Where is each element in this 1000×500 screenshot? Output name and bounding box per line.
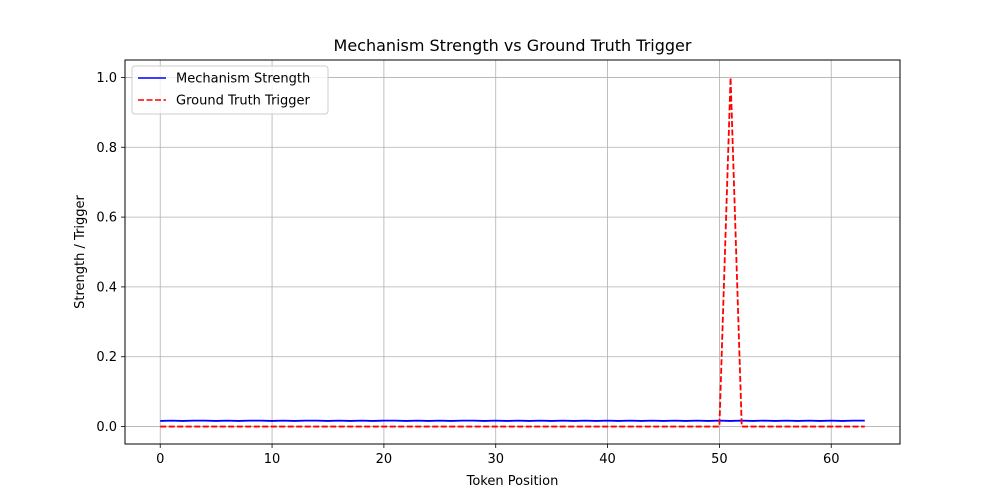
legend-label-ground-truth-trigger: Ground Truth Trigger	[176, 94, 311, 109]
y-tick-label: 0.6	[96, 211, 117, 226]
axis-ticks: 0 10 20 30 40 50 60 0.0 0.2 0.4 0.6 0.8 1.0	[96, 71, 839, 467]
series-lines	[160, 76, 865, 428]
x-tick-label: 20	[376, 452, 393, 467]
y-tick-label: 1.0	[96, 71, 117, 86]
y-tick-label: 0.8	[96, 141, 117, 156]
y-tick-label: 0.2	[96, 350, 117, 365]
legend: Mechanism Strength Ground Truth Trigger	[131, 65, 329, 115]
legend-box	[131, 65, 329, 115]
y-axis-label: Strength / Trigger	[73, 194, 88, 308]
series-line-ground-truth-trigger	[160, 76, 865, 428]
y-tick-label: 0.0	[96, 420, 117, 435]
x-tick-label: 60	[823, 452, 840, 467]
x-tick-label: 0	[156, 452, 164, 467]
plot-frame	[124, 59, 901, 445]
legend-label-mechanism-strength: Mechanism Strength	[176, 72, 310, 87]
x-axis-label: Token Position	[466, 474, 559, 489]
x-tick-label: 40	[599, 452, 616, 467]
x-tick-label: 10	[264, 452, 281, 467]
y-tick-label: 0.4	[96, 280, 117, 295]
x-tick-label: 50	[711, 452, 728, 467]
x-tick-label: 30	[487, 452, 504, 467]
chart-title: Mechanism Strength vs Ground Truth Trigg…	[334, 36, 692, 55]
